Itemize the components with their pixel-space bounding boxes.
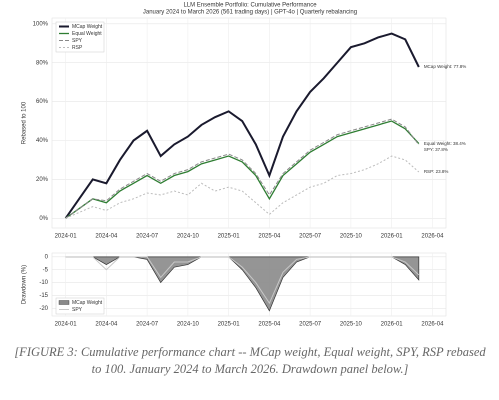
series-line — [65, 118, 420, 219]
y-tick-label: 80% — [36, 60, 49, 66]
x-tick-label: 2025-10 — [340, 234, 363, 240]
x-tick-label: 2025-04 — [258, 322, 281, 328]
series-line — [65, 155, 420, 219]
end-label: Equal Weight: 38.4% — [424, 141, 466, 146]
x-tick-label: 2024-01 — [55, 234, 78, 240]
series-line — [65, 120, 420, 219]
y-tick-label: 0% — [39, 216, 48, 222]
x-tick-label: 2024-07 — [136, 234, 159, 240]
series-line — [65, 256, 420, 305]
legend-label: SPY — [72, 307, 83, 313]
x-tick-label: 2025-01 — [218, 234, 241, 240]
x-tick-label: 2024-04 — [95, 322, 118, 328]
legend-label: RSP — [72, 45, 83, 51]
chart: LLM Ensemble Portfolio: Cumulative Perfo… — [22, 3, 467, 328]
caption: [FIGURE 3: Cumulative performance chart … — [14, 345, 486, 376]
y-tick-label: 0 — [45, 254, 49, 260]
x-tick-label: 2024-01 — [55, 322, 78, 328]
end-label: RSP: 23.8% — [424, 169, 449, 174]
y-tick-label: 40% — [36, 138, 49, 144]
y-tick-label: -10 — [39, 280, 48, 286]
x-tick-label: 2026-01 — [381, 234, 404, 240]
y-tick-label: -5 — [43, 267, 49, 273]
end-label: SPY: 37.8% — [424, 147, 448, 152]
legend-label: Equal Weight — [72, 31, 102, 37]
y-tick-label: 100% — [33, 21, 49, 27]
x-tick-label: 2026-01 — [381, 322, 404, 328]
chart-title: LLM Ensemble Portfolio: Cumulative Perfo… — [183, 3, 317, 9]
x-tick-label: 2025-07 — [299, 322, 322, 328]
x-tick-label: 2025-01 — [218, 322, 241, 328]
y-tick-label: -20 — [39, 306, 48, 312]
legend-label: MCap Weight — [72, 300, 103, 306]
y-tick-label: 20% — [36, 177, 49, 183]
end-label: MCap Weight: 77.8% — [424, 64, 466, 69]
x-tick-label: 2024-04 — [95, 234, 118, 240]
x-tick-label: 2025-10 — [340, 322, 363, 328]
y-axis-label: Drawdown (%) — [22, 265, 28, 304]
legend-label: MCap Weight — [72, 24, 103, 30]
x-tick-label: 2024-10 — [177, 322, 200, 328]
series-line — [64, 32, 420, 219]
chart-subtitle: January 2024 to March 2026 (561 trading … — [143, 10, 357, 16]
x-tick-label: 2024-10 — [177, 234, 200, 240]
legend-label: SPY — [72, 38, 83, 44]
y-axis-label: Rebased to 100 — [22, 101, 28, 144]
legend-swatch — [58, 300, 70, 305]
y-tick-label: -15 — [39, 293, 48, 299]
x-tick-label: 2025-04 — [258, 234, 281, 240]
x-tick-label: 2024-07 — [136, 322, 159, 328]
x-tick-label: 2026-04 — [421, 322, 444, 328]
y-tick-label: 60% — [36, 99, 49, 105]
x-tick-label: 2026-04 — [421, 234, 444, 240]
x-tick-label: 2025-07 — [299, 234, 322, 240]
